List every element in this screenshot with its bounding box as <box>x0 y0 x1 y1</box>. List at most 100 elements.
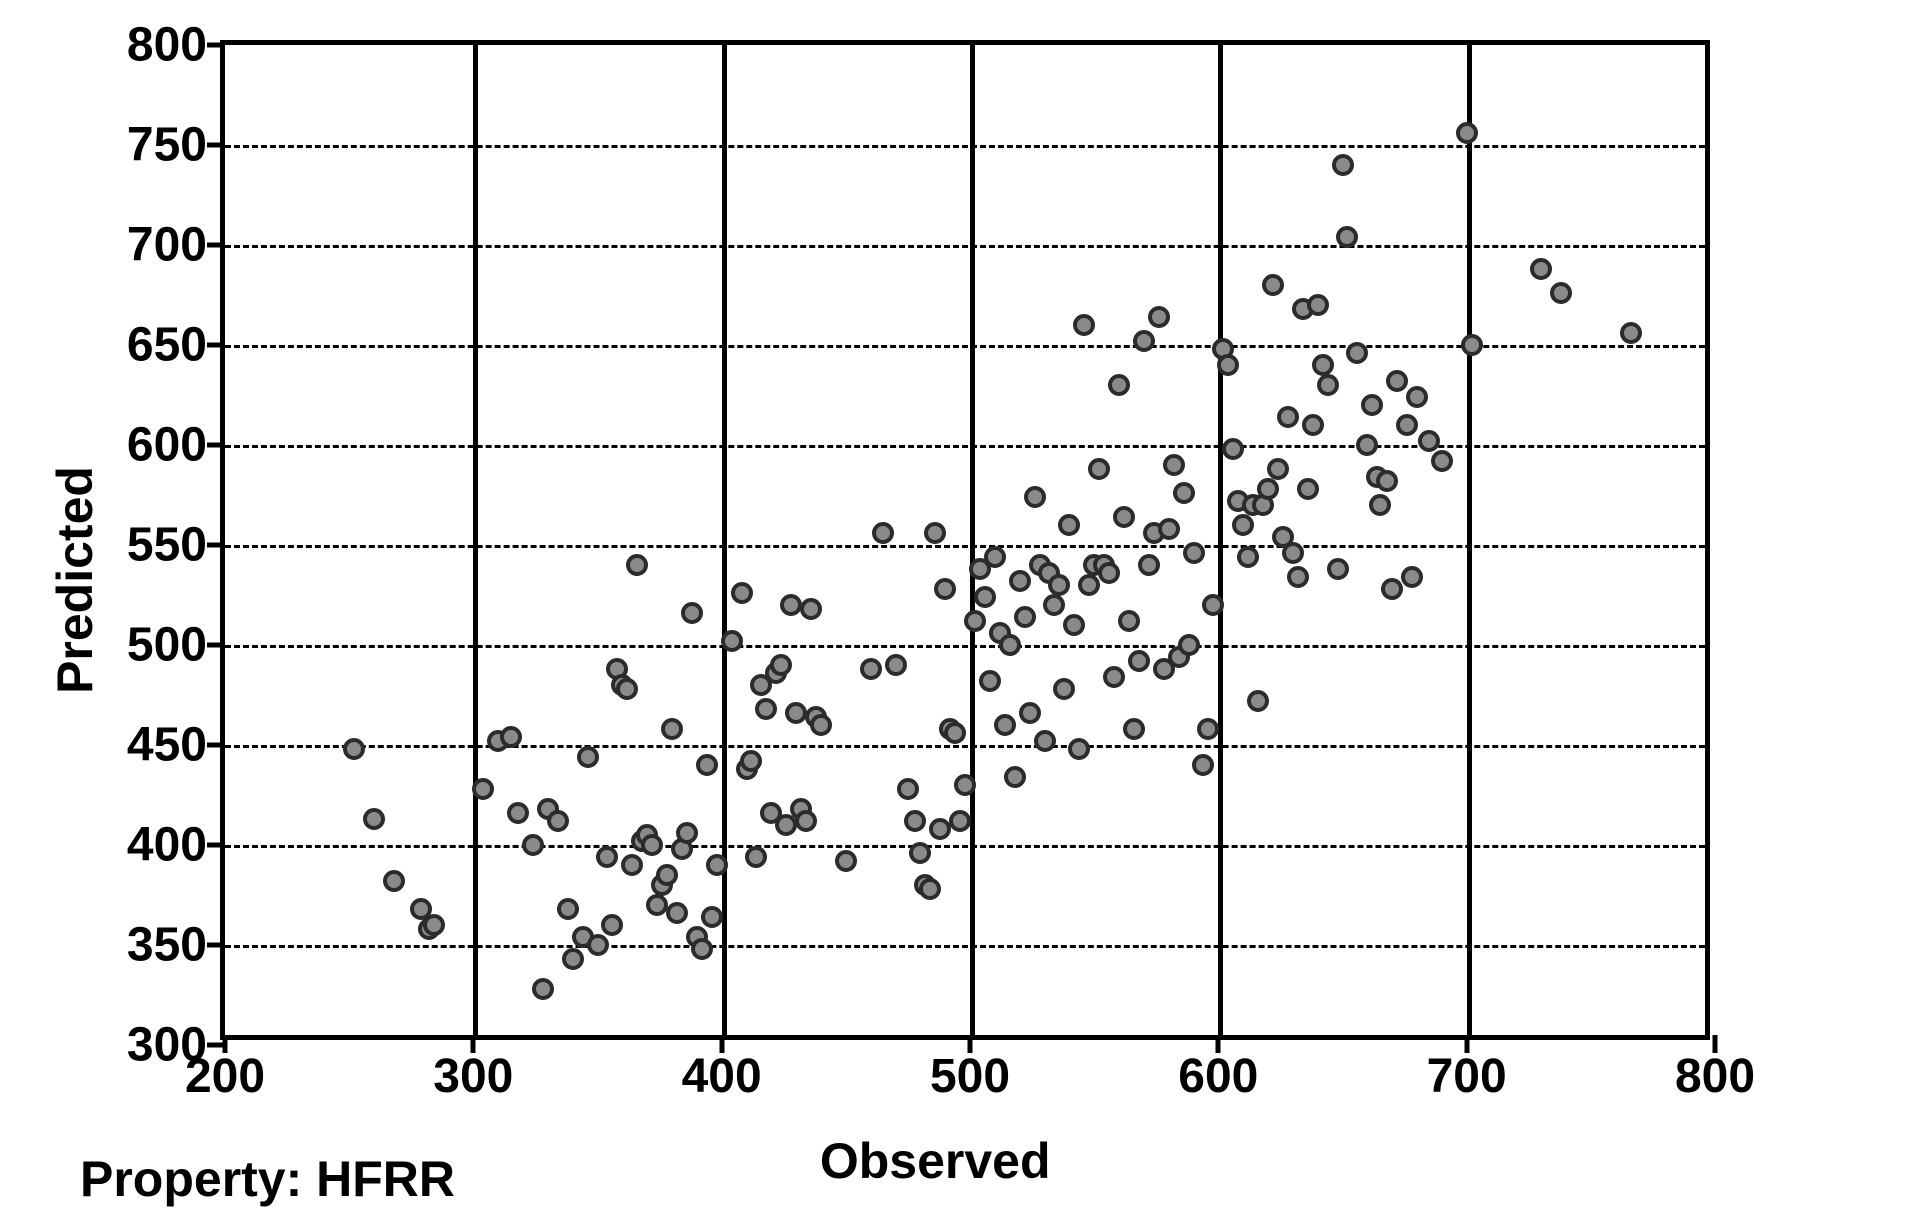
data-point <box>1262 274 1284 296</box>
ytick-label: 550 <box>127 518 225 573</box>
data-point <box>999 634 1021 656</box>
data-point <box>872 522 894 544</box>
data-point <box>656 864 678 886</box>
data-point <box>731 582 753 604</box>
data-point <box>1178 634 1200 656</box>
hgrid-line <box>225 545 1705 548</box>
data-point <box>1332 154 1354 176</box>
data-point <box>1317 374 1339 396</box>
data-point <box>1381 578 1403 600</box>
data-point <box>1103 666 1125 688</box>
ytick-label: 700 <box>127 218 225 273</box>
data-point <box>1620 322 1642 344</box>
data-point <box>934 578 956 600</box>
data-point <box>1386 370 1408 392</box>
data-point <box>919 878 941 900</box>
data-point <box>383 870 405 892</box>
data-point <box>522 834 544 856</box>
data-point <box>1361 394 1383 416</box>
data-point <box>1461 334 1483 356</box>
data-point <box>587 934 609 956</box>
vgrid-line <box>722 45 727 1035</box>
data-point <box>1431 450 1453 472</box>
data-point <box>1058 514 1080 536</box>
data-point <box>363 808 385 830</box>
data-point <box>1376 470 1398 492</box>
hgrid-line <box>225 945 1705 948</box>
data-point <box>964 610 986 632</box>
data-point <box>646 894 668 916</box>
data-point <box>676 822 698 844</box>
data-point <box>500 726 522 748</box>
data-point <box>1068 738 1090 760</box>
data-point <box>1307 294 1329 316</box>
data-point <box>1014 606 1036 628</box>
hgrid-line <box>225 145 1705 148</box>
data-point <box>1034 730 1056 752</box>
scatter-chart: 3003504004505005506006507007508002003004… <box>20 20 1907 1212</box>
data-point <box>621 854 643 876</box>
data-point <box>696 754 718 776</box>
data-point <box>626 554 648 576</box>
data-point <box>800 598 822 620</box>
data-point <box>1073 314 1095 336</box>
data-point <box>666 902 688 924</box>
data-point <box>909 842 931 864</box>
data-point <box>1118 610 1140 632</box>
data-point <box>1138 554 1160 576</box>
data-point <box>596 846 618 868</box>
data-point <box>755 698 777 720</box>
data-point <box>954 774 976 796</box>
data-point <box>1088 458 1110 480</box>
data-point <box>1019 702 1041 724</box>
data-point <box>1004 766 1026 788</box>
data-point <box>1053 678 1075 700</box>
data-point <box>795 810 817 832</box>
data-point <box>979 670 1001 692</box>
data-point <box>1232 514 1254 536</box>
ytick-label: 500 <box>127 618 225 673</box>
data-point <box>1043 594 1065 616</box>
data-point <box>1183 542 1205 564</box>
data-point <box>780 594 802 616</box>
data-point <box>641 834 663 856</box>
data-point <box>994 714 1016 736</box>
vgrid-line <box>1218 45 1223 1035</box>
data-point <box>1048 574 1070 596</box>
data-point <box>1202 594 1224 616</box>
vgrid-line <box>473 45 478 1035</box>
hgrid-line <box>225 645 1705 648</box>
data-point <box>949 810 971 832</box>
xtick-label: 400 <box>682 1035 762 1104</box>
data-point <box>1098 562 1120 584</box>
ytick-label: 750 <box>127 118 225 173</box>
data-point <box>1530 258 1552 280</box>
data-point <box>706 854 728 876</box>
data-point <box>1287 566 1309 588</box>
data-point <box>616 678 638 700</box>
ytick-label: 350 <box>127 918 225 973</box>
data-point <box>929 818 951 840</box>
data-point <box>1302 414 1324 436</box>
data-point <box>904 810 926 832</box>
hgrid-line <box>225 745 1705 748</box>
data-point <box>924 522 946 544</box>
data-point <box>1133 330 1155 352</box>
hgrid-line <box>225 345 1705 348</box>
xtick-label: 300 <box>433 1035 513 1104</box>
data-point <box>1336 226 1358 248</box>
xtick-label: 800 <box>1675 1035 1755 1104</box>
data-point <box>681 602 703 624</box>
data-point <box>1222 438 1244 460</box>
hgrid-line <box>225 845 1705 848</box>
data-point <box>1247 690 1269 712</box>
data-point <box>1267 458 1289 480</box>
ytick-label: 800 <box>127 18 225 73</box>
data-point <box>885 654 907 676</box>
data-point <box>1401 566 1423 588</box>
data-point <box>1217 354 1239 376</box>
data-point <box>1237 546 1259 568</box>
data-point <box>1128 650 1150 672</box>
data-point <box>1456 122 1478 144</box>
vgrid-line <box>1467 45 1472 1035</box>
